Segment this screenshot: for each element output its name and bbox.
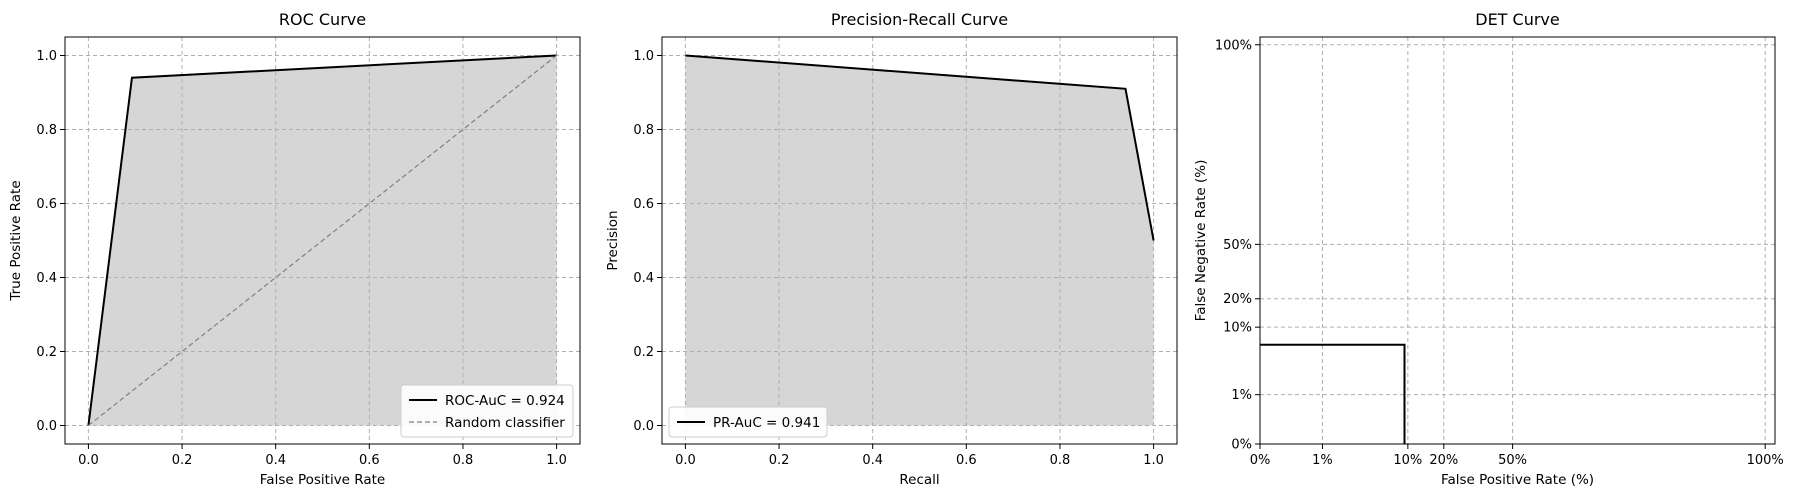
x-tick-label-2: 1% [1312, 453, 1333, 468]
chart-title: Precision-Recall Curve [831, 10, 1008, 29]
x-tick-label-5: 0.8 [453, 453, 474, 468]
area-fill-1 [685, 55, 1154, 426]
x-tick-label-1: 0% [1250, 453, 1271, 468]
y-axis-label: True Positive Rate [8, 180, 24, 301]
x-axis-label: Recall [899, 472, 939, 488]
y-tick-label-1: 0% [1231, 438, 1252, 453]
x-tick-label-5: 0.8 [1050, 453, 1071, 468]
y-tick-label-4: 0.6 [36, 197, 57, 212]
legend-box [668, 406, 828, 438]
x-axis-label: False Positive Rate (%) [1441, 472, 1594, 488]
y-axis-label: Precision [605, 210, 621, 270]
legend-label-1: ROC-AuC = 0.924 [445, 393, 565, 409]
x-axis-label: False Positive Rate [260, 472, 385, 488]
x-tick-label-3: 10% [1393, 453, 1422, 468]
series-line-1 [1260, 343, 1406, 444]
y-tick-label-5: 0.8 [633, 123, 654, 138]
chart-title: DET Curve [1475, 10, 1560, 29]
plot-frame [64, 36, 581, 445]
x-tick-label-4: 0.6 [359, 453, 380, 468]
y-tick-label-2: 0.2 [633, 345, 654, 360]
x-tick-label-6: 100% [1747, 453, 1784, 468]
legend: PR-AuC = 0.941 [668, 406, 828, 438]
chart-panel-3: 0% 1% 10% 20% 50% 100% 0% 1% 10% 20% 50% 100% DET Cu… [1193, 10, 1784, 488]
y-tick-label-6: 1.0 [36, 49, 57, 64]
x-tick-label-6: 1.0 [546, 453, 567, 468]
x-tick-label-3: 0.4 [862, 453, 883, 468]
y-tick-label-3: 10% [1223, 321, 1252, 336]
y-tick-label-5: 50% [1223, 238, 1252, 253]
y-axis-label: False Negative Rate (%) [1193, 160, 1209, 322]
chart-title: ROC Curve [279, 10, 366, 29]
y-tick-label-1: 0.0 [36, 419, 57, 434]
y-tick-label-3: 0.4 [36, 271, 57, 286]
x-tick-label-6: 1.0 [1143, 453, 1164, 468]
chart-panel-2: 0.0 0.2 0.4 0.6 0.8 1.0 0.0 0.2 0.4 0.6 0.8 1.0 Prec… [605, 10, 1178, 488]
y-tick-label-1: 0.0 [633, 419, 654, 434]
legend-box [400, 384, 574, 438]
y-tick-label-2: 1% [1231, 388, 1252, 403]
legend: ROC-AuC = 0.924 Random classifier [400, 384, 574, 438]
x-tick-label-1: 0.0 [78, 453, 99, 468]
y-tick-label-5: 0.8 [36, 123, 57, 138]
x-tick-label-1: 0.0 [675, 453, 696, 468]
x-tick-label-4: 0.6 [956, 453, 977, 468]
y-tick-label-6: 100% [1215, 38, 1252, 53]
x-tick-label-5: 50% [1498, 453, 1527, 468]
chart-panel-1: 0.0 0.2 0.4 0.6 0.8 1.0 0.0 0.2 0.4 0.6 0.8 1.0 ROC … [8, 10, 581, 488]
y-tick-label-2: 0.2 [36, 345, 57, 360]
y-tick-label-3: 0.4 [633, 271, 654, 286]
y-tick-label-6: 1.0 [633, 49, 654, 64]
x-tick-label-4: 20% [1429, 453, 1458, 468]
series-line-1 [685, 54, 1155, 241]
x-tick-label-3: 0.4 [265, 453, 286, 468]
series-line-2 [88, 55, 557, 426]
series-line-1 [87, 54, 557, 426]
plot-frame [661, 36, 1178, 445]
x-tick-label-2: 0.2 [769, 453, 790, 468]
legend-label-2: Random classifier [445, 415, 565, 431]
plot-frame [1259, 36, 1776, 445]
legend-label-1: PR-AuC = 0.941 [713, 415, 820, 431]
x-tick-label-2: 0.2 [172, 453, 193, 468]
y-tick-label-4: 20% [1223, 292, 1252, 307]
y-tick-label-4: 0.6 [633, 197, 654, 212]
